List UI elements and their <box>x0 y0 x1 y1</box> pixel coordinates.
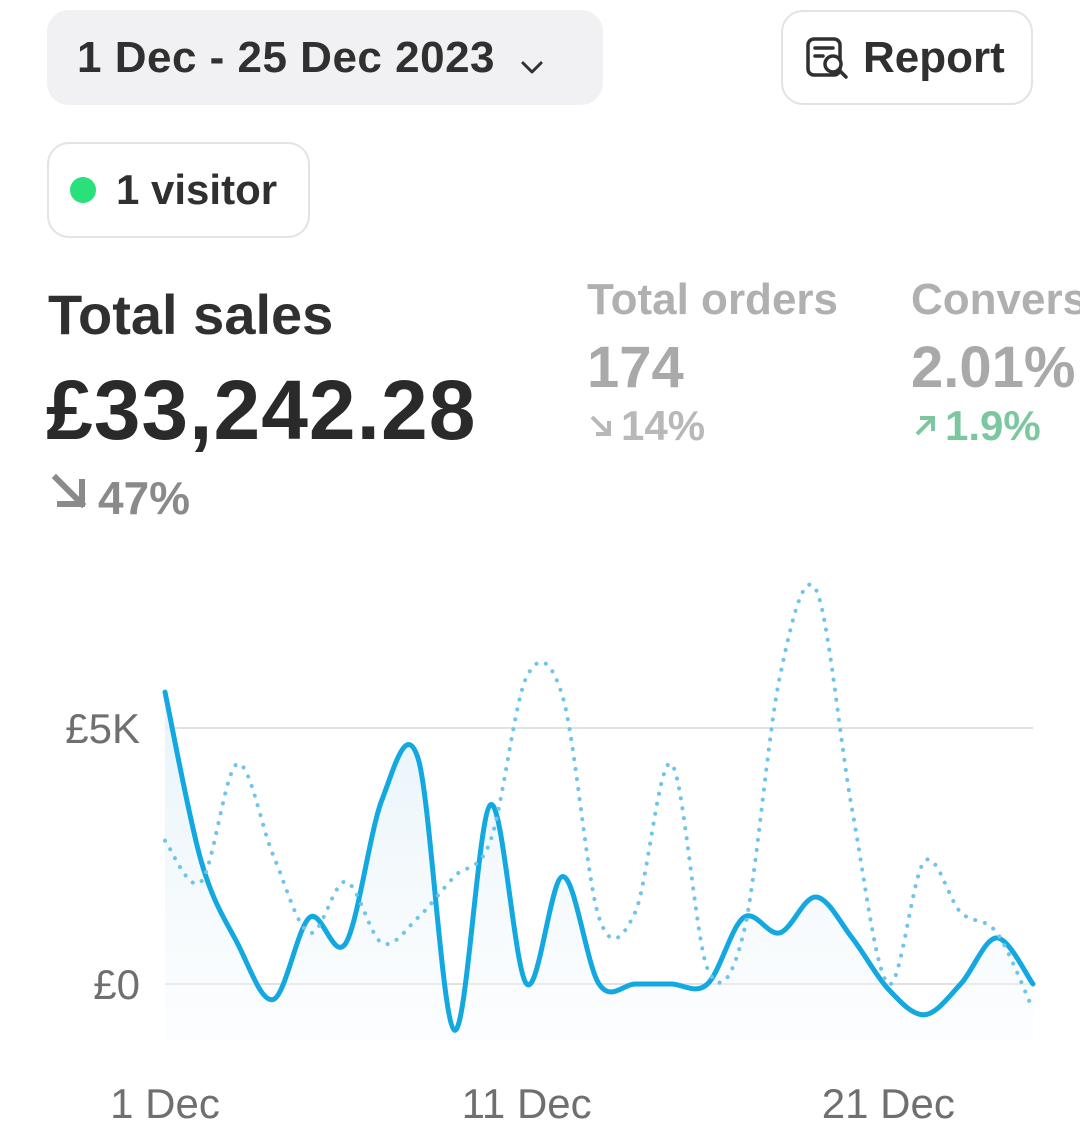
visitors-label: 1 visitor <box>116 166 278 213</box>
report-button[interactable]: Report <box>781 10 1033 105</box>
chart-svg: £5K £0 1 Dec 11 Dec 21 Dec <box>65 582 1036 1127</box>
date-range-label: 1 Dec - 25 Dec 2023 <box>77 32 496 82</box>
x-tick-label: 11 Dec <box>462 1080 592 1127</box>
live-visitors-button[interactable]: 1 visitor <box>47 142 310 238</box>
current-series-line <box>162 689 1036 1033</box>
x-tick-label: 1 Dec <box>110 1080 220 1127</box>
total-orders-change-value: 14% <box>621 402 706 449</box>
comparison-series-line <box>163 582 1035 1012</box>
report-label: Report <box>863 32 1005 82</box>
total-sales-change: 47% <box>48 470 190 525</box>
conversion-label[interactable]: Convers <box>911 275 1080 324</box>
total-orders-value: 174 <box>587 335 684 400</box>
y-tick-label: £5K <box>65 705 140 752</box>
arrow-up-right-icon <box>911 402 939 450</box>
total-orders-label[interactable]: Total orders <box>587 275 839 324</box>
sales-line-chart[interactable]: £5K £0 1 Dec 11 Dec 21 Dec <box>0 560 1080 1148</box>
date-range-picker[interactable]: 1 Dec - 25 Dec 2023 <box>47 10 603 105</box>
x-tick-label: 21 Dec <box>822 1080 955 1127</box>
arrow-down-right-icon <box>48 470 92 525</box>
total-sales-value: £33,242.28 <box>46 363 477 457</box>
chevron-down-icon <box>517 43 547 73</box>
live-status-dot <box>70 177 96 203</box>
arrow-down-right-icon <box>587 402 615 450</box>
y-tick-label: £0 <box>93 961 140 1008</box>
series-area <box>165 692 1033 1041</box>
conversion-value: 2.01% <box>911 335 1076 400</box>
total-sales-change-value: 47% <box>98 471 191 524</box>
conversion-change-value: 1.9% <box>945 402 1041 449</box>
total-orders-change: 14% <box>587 402 705 450</box>
total-sales-label[interactable]: Total sales <box>48 283 334 346</box>
conversion-change: 1.9% <box>911 402 1041 450</box>
report-search-icon <box>803 34 851 82</box>
